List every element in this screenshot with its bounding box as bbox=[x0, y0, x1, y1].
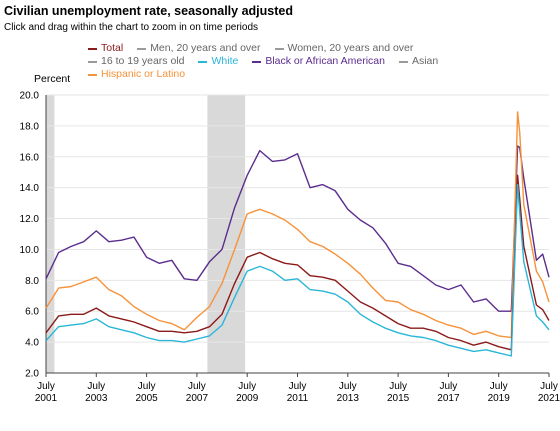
x-tick-month-label: July bbox=[37, 381, 55, 392]
legend-swatch-total bbox=[88, 47, 97, 50]
legend-item-hispanic[interactable]: Hispanic or Latino bbox=[88, 68, 185, 81]
recession-band-1 bbox=[46, 95, 55, 373]
legend-swatch-women bbox=[274, 47, 284, 50]
x-tick-month-label: July bbox=[238, 381, 256, 392]
x-tick-year-label: 2017 bbox=[437, 393, 460, 404]
legend-row-3: Hispanic or Latino bbox=[88, 68, 508, 81]
y-tick-label: 8.0 bbox=[25, 276, 39, 287]
x-tick-month-label: July bbox=[540, 381, 558, 392]
y-tick-label: 12.0 bbox=[20, 214, 40, 225]
legend-label-total: Total bbox=[101, 42, 124, 54]
x-tick-year-label: 2019 bbox=[488, 393, 511, 404]
y-tick-label: 2.0 bbox=[25, 369, 39, 380]
x-tick-year-label: 2021 bbox=[538, 393, 560, 404]
x-tick-labels: July2001July2003July2005July2007July2009… bbox=[35, 381, 560, 404]
legend-item-black[interactable]: Black or African American bbox=[252, 55, 385, 68]
x-tick-month-label: July bbox=[440, 381, 458, 392]
legend-label-black: Black or African American bbox=[265, 55, 385, 67]
y-tick-label: 20.0 bbox=[20, 91, 40, 102]
legend-label-women: Women, 20 years and over bbox=[287, 42, 414, 54]
legend-row-1: Total Men, 20 years and over Women, 20 y… bbox=[88, 42, 508, 55]
y-tick-labels: 2.0 4.0 6.0 8.0 10.0 12.0 14.0 16.0 18.0 20.0 bbox=[20, 91, 40, 380]
x-tick-year-label: 2013 bbox=[337, 393, 360, 404]
series-line-black-or-african-american bbox=[45, 145, 550, 312]
legend-label-men: Men, 20 years and over bbox=[150, 42, 261, 54]
legend-swatch-black bbox=[252, 60, 262, 63]
legend-swatch-hispanic bbox=[88, 73, 97, 76]
legend-swatch-men bbox=[137, 47, 147, 50]
x-tick-month-label: July bbox=[289, 381, 307, 392]
legend-item-asian[interactable]: Asian bbox=[398, 55, 439, 68]
legend-swatch-teens bbox=[88, 60, 97, 63]
legend-label-asian: Asian bbox=[411, 55, 439, 67]
chart-subtitle: Click and drag within the chart to zoom … bbox=[4, 22, 259, 33]
x-tick-month-label: July bbox=[490, 381, 508, 392]
grid-lines bbox=[46, 94, 549, 374]
x-tick-year-label: 2003 bbox=[85, 393, 108, 404]
axes bbox=[45, 95, 550, 377]
y-axis-label: Percent bbox=[34, 73, 71, 85]
x-tick-month-label: July bbox=[389, 381, 407, 392]
legend-item-white[interactable]: White bbox=[198, 55, 238, 68]
x-tick-year-label: 2009 bbox=[236, 393, 259, 404]
x-tick-month-label: July bbox=[138, 381, 156, 392]
series-lines bbox=[45, 111, 550, 357]
x-tick-year-label: 2015 bbox=[387, 393, 410, 404]
x-tick-month-label: July bbox=[339, 381, 357, 392]
y-tick-label: 4.0 bbox=[25, 338, 39, 349]
legend-item-men[interactable]: Men, 20 years and over bbox=[137, 42, 261, 55]
chart-legend: Total Men, 20 years and over Women, 20 y… bbox=[88, 42, 508, 81]
legend-label-white: White bbox=[211, 55, 239, 67]
legend-row-2: 16 to 19 years old White Black or Africa… bbox=[88, 55, 508, 68]
y-tick-label: 16.0 bbox=[20, 152, 40, 163]
y-tick-label: 14.0 bbox=[20, 183, 40, 194]
x-tick-month-label: July bbox=[87, 381, 105, 392]
legend-label-hispanic: Hispanic or Latino bbox=[101, 68, 186, 80]
y-tick-label: 10.0 bbox=[20, 245, 40, 256]
x-tick-month-label: July bbox=[188, 381, 206, 392]
y-tick-label: 18.0 bbox=[20, 121, 40, 132]
x-tick-year-label: 2001 bbox=[35, 393, 58, 404]
legend-swatch-white bbox=[198, 60, 208, 63]
x-tick-year-label: 2007 bbox=[186, 393, 209, 404]
series-line-white bbox=[45, 183, 550, 357]
legend-item-teens[interactable]: 16 to 19 years old bbox=[88, 55, 184, 68]
y-tick-label: 6.0 bbox=[25, 307, 39, 318]
legend-item-women[interactable]: Women, 20 years and over bbox=[274, 42, 414, 55]
legend-label-teens: 16 to 19 years old bbox=[101, 55, 185, 67]
legend-swatch-asian bbox=[398, 60, 408, 63]
series-line-hispanic-or-latino bbox=[45, 111, 550, 339]
chart-title: Civilian unemployment rate, seasonally a… bbox=[4, 4, 293, 18]
legend-item-total[interactable]: Total bbox=[88, 42, 123, 55]
x-tick-year-label: 2005 bbox=[135, 393, 158, 404]
x-tick-year-label: 2011 bbox=[287, 393, 309, 404]
series-line-total bbox=[45, 174, 550, 351]
